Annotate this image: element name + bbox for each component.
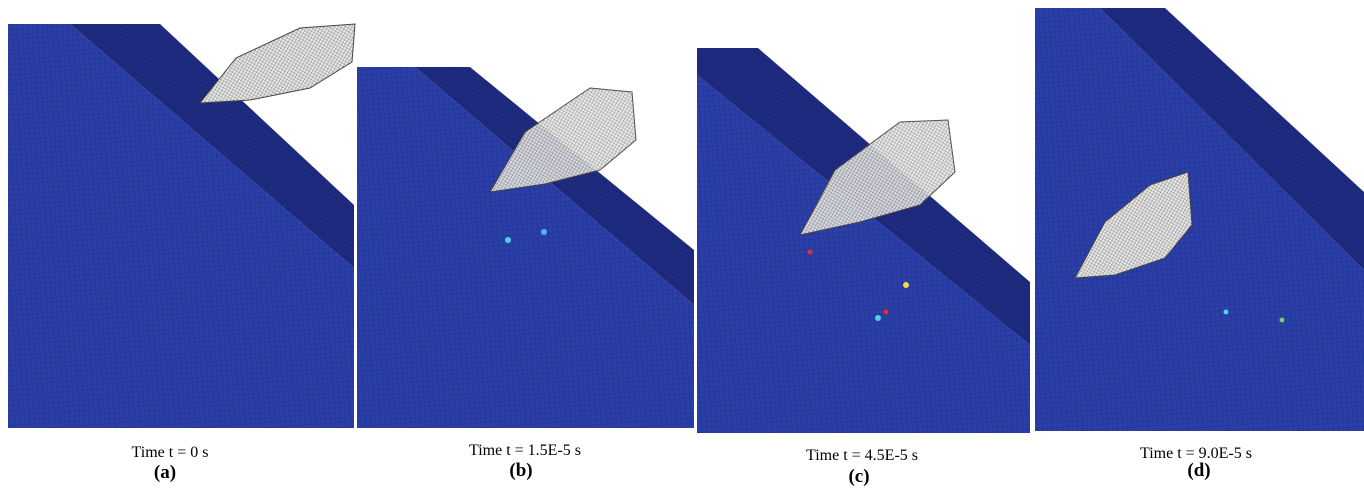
figure: Time t = 0 s (a) Time t = 1.5E-5 s (b) T… bbox=[0, 0, 1364, 491]
panel-d bbox=[1035, 8, 1364, 431]
panel-a bbox=[8, 24, 355, 428]
caption-label: (a) bbox=[154, 462, 176, 483]
page: Time t = 0 s (a) Time t = 1.5E-5 s (b) T… bbox=[0, 0, 1364, 491]
stress-spot bbox=[903, 282, 909, 288]
stress-spot bbox=[1224, 310, 1229, 315]
caption-time: Time t = 0 s bbox=[132, 444, 209, 461]
caption-label: (c) bbox=[848, 466, 869, 487]
panel-b bbox=[357, 67, 694, 428]
stress-spot bbox=[1280, 318, 1285, 323]
stress-spot bbox=[505, 237, 511, 243]
caption-label: (b) bbox=[509, 460, 532, 481]
projectile bbox=[200, 24, 355, 103]
stress-spot bbox=[541, 229, 547, 235]
caption-time: Time t = 1.5E-5 s bbox=[469, 442, 581, 459]
stress-spot bbox=[884, 310, 889, 315]
stress-spot bbox=[808, 250, 813, 255]
caption-label: (d) bbox=[1187, 460, 1210, 481]
stress-spot bbox=[875, 315, 881, 321]
caption-time: Time t = 4.5E-5 s bbox=[806, 447, 918, 464]
panel-c bbox=[697, 48, 1030, 433]
